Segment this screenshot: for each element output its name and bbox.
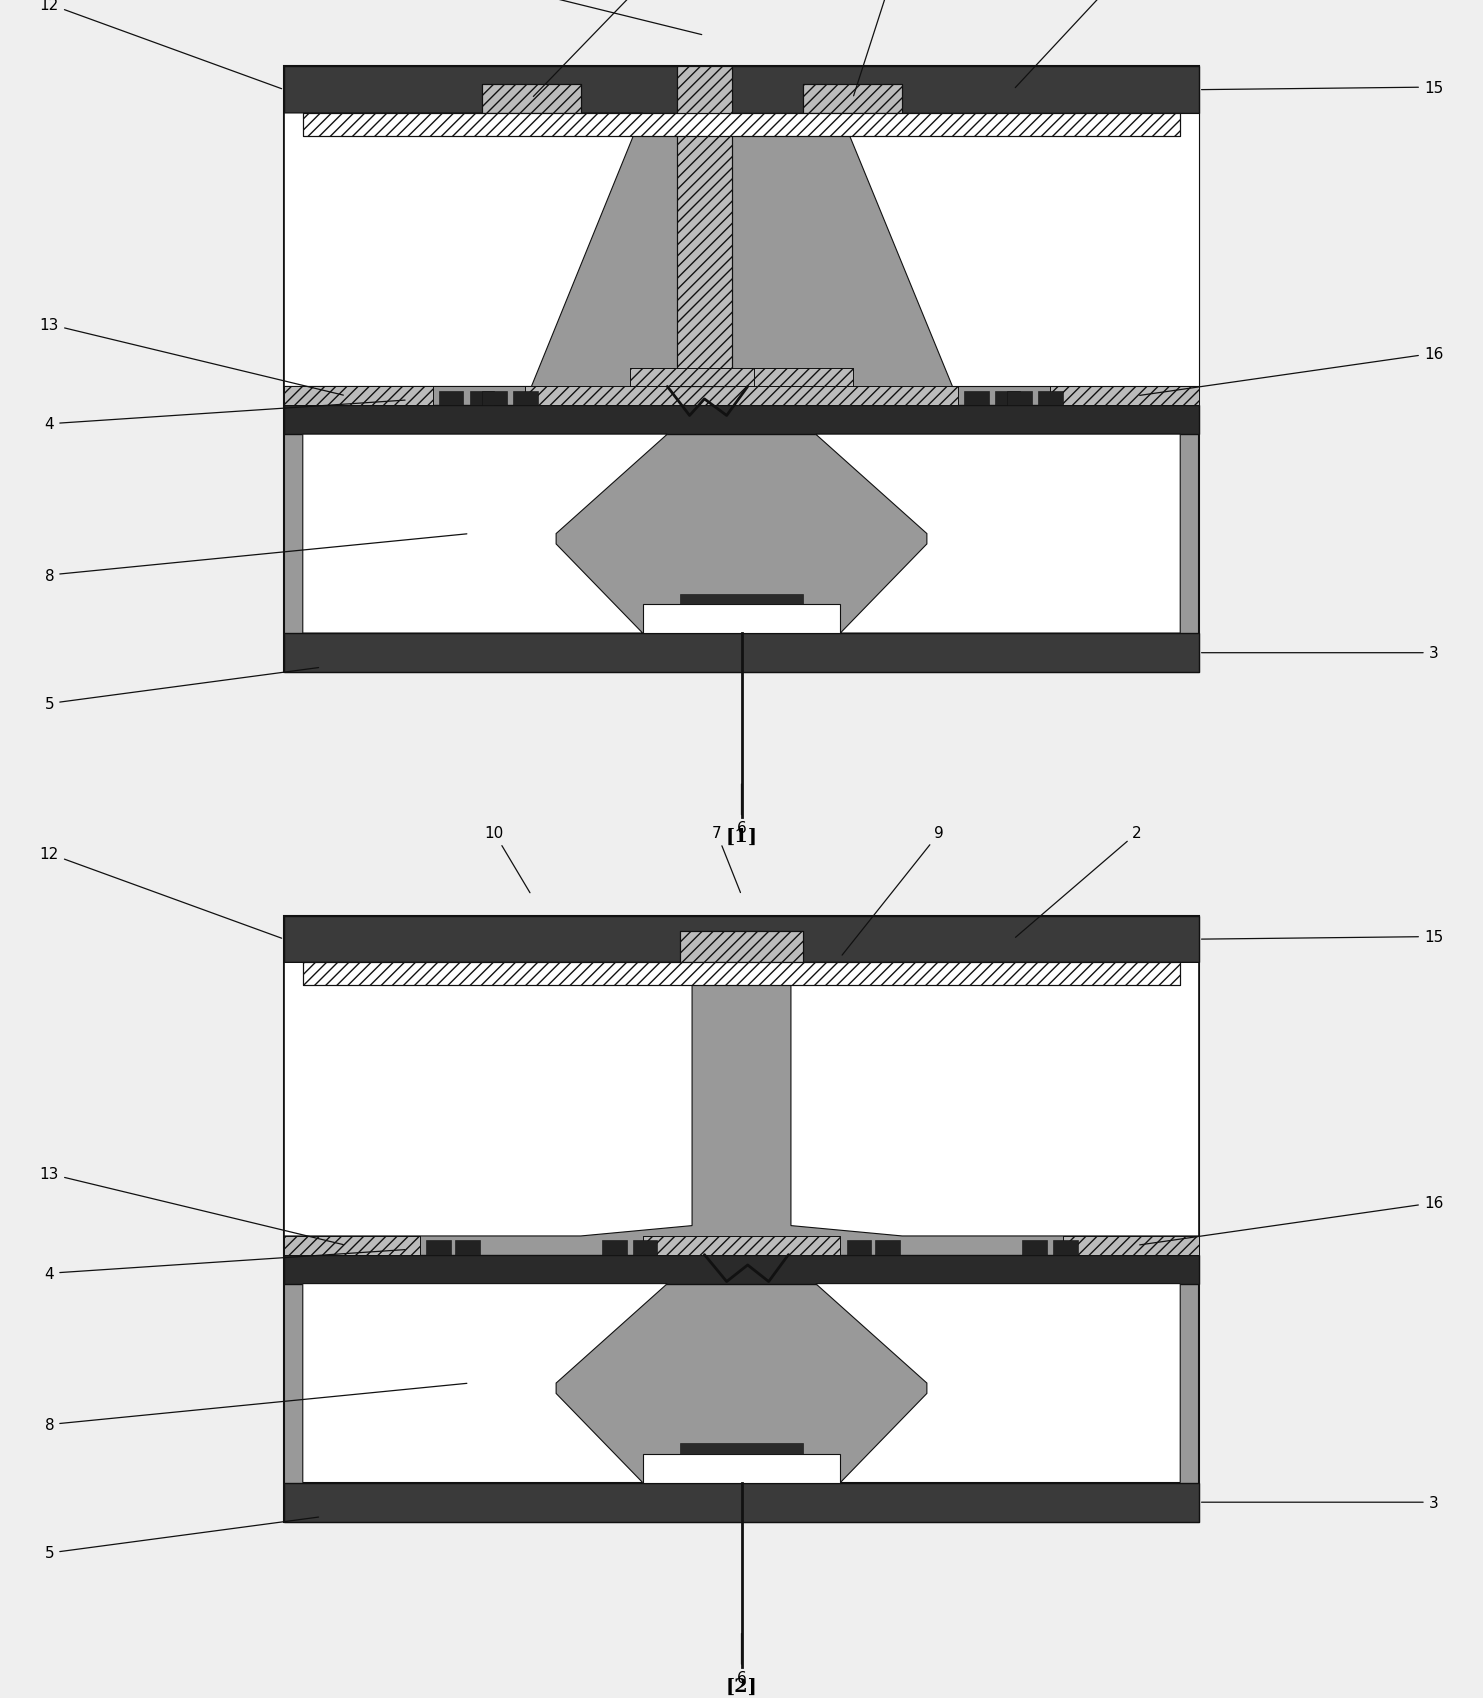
Text: 16: 16	[1140, 346, 1443, 396]
Text: 10: 10	[534, 0, 653, 97]
Bar	[285, 1255, 1198, 1284]
Text: 5: 5	[44, 1518, 319, 1560]
Bar	[602, 1240, 626, 1255]
Text: 4: 4	[44, 401, 405, 431]
Polygon shape	[285, 114, 642, 387]
Bar	[1050, 387, 1198, 406]
Text: [1]: [1]	[725, 827, 758, 846]
Bar	[285, 406, 1198, 435]
Bar	[1053, 1240, 1078, 1255]
Text: 3: 3	[1201, 645, 1439, 661]
Bar	[1063, 1236, 1198, 1255]
Bar	[633, 1240, 657, 1255]
Bar	[285, 387, 433, 406]
Bar	[676, 68, 733, 387]
Text: 2: 2	[1016, 0, 1117, 88]
Bar	[679, 932, 804, 963]
Bar	[995, 391, 1020, 406]
Text: 10: 10	[485, 825, 529, 893]
Polygon shape	[816, 1284, 1180, 1482]
Bar	[642, 1236, 841, 1255]
Bar	[630, 368, 779, 387]
Bar	[804, 85, 902, 114]
Text: 15: 15	[1201, 80, 1443, 95]
Bar	[525, 387, 958, 406]
Text: 6: 6	[737, 784, 746, 835]
Bar	[285, 68, 1198, 672]
Text: 3: 3	[1201, 1494, 1439, 1510]
Bar	[642, 1453, 841, 1482]
Text: 12: 12	[40, 0, 282, 90]
Bar	[513, 391, 538, 406]
Bar	[676, 68, 733, 387]
Bar	[875, 1240, 900, 1255]
Bar	[964, 391, 989, 406]
Bar	[753, 368, 853, 387]
Bar	[1022, 1240, 1047, 1255]
Bar	[679, 932, 804, 963]
Bar	[1063, 1236, 1198, 1255]
Bar	[1038, 391, 1063, 406]
Bar	[285, 633, 1198, 672]
Polygon shape	[790, 963, 1198, 1236]
Text: 9: 9	[854, 0, 894, 97]
Text: [2]: [2]	[725, 1676, 758, 1695]
Bar	[642, 604, 841, 633]
Text: 6: 6	[737, 1633, 746, 1684]
Polygon shape	[816, 435, 1180, 633]
Text: 8: 8	[44, 1384, 467, 1431]
Bar	[679, 1443, 804, 1453]
Bar	[847, 1240, 872, 1255]
Bar	[804, 85, 902, 114]
Bar	[482, 85, 581, 114]
Polygon shape	[841, 114, 1198, 387]
Bar	[630, 368, 779, 387]
Text: 5: 5	[44, 669, 319, 711]
Bar	[482, 85, 581, 114]
Bar	[285, 1482, 1198, 1521]
Text: 13: 13	[40, 1167, 344, 1245]
Text: 7: 7	[712, 825, 740, 893]
Text: 9: 9	[842, 825, 945, 956]
Polygon shape	[285, 963, 693, 1236]
Bar	[285, 917, 1198, 963]
Bar	[455, 1240, 479, 1255]
Bar	[285, 1236, 420, 1255]
Bar	[285, 1236, 420, 1255]
Bar	[753, 368, 853, 387]
Text: 13: 13	[40, 318, 344, 396]
Polygon shape	[303, 1284, 667, 1482]
Bar	[1050, 387, 1198, 406]
Bar	[642, 1236, 841, 1255]
Bar	[303, 963, 1180, 985]
Text: 7: 7	[489, 0, 701, 36]
Bar	[303, 114, 1180, 136]
Bar	[482, 391, 507, 406]
Bar	[427, 1240, 451, 1255]
Bar	[525, 387, 958, 406]
Text: 12: 12	[40, 847, 282, 939]
Bar	[285, 917, 1198, 1521]
Polygon shape	[303, 435, 667, 633]
Bar	[470, 391, 494, 406]
Text: 8: 8	[44, 535, 467, 582]
Bar	[285, 68, 1198, 114]
Bar	[679, 594, 804, 604]
Bar	[303, 963, 1180, 985]
Bar	[285, 387, 433, 406]
Text: 16: 16	[1140, 1195, 1443, 1245]
Bar	[1007, 391, 1032, 406]
Text: 2: 2	[1016, 825, 1142, 937]
Bar	[439, 391, 463, 406]
Text: 15: 15	[1201, 929, 1443, 944]
Text: 4: 4	[44, 1250, 405, 1280]
Bar	[303, 114, 1180, 136]
